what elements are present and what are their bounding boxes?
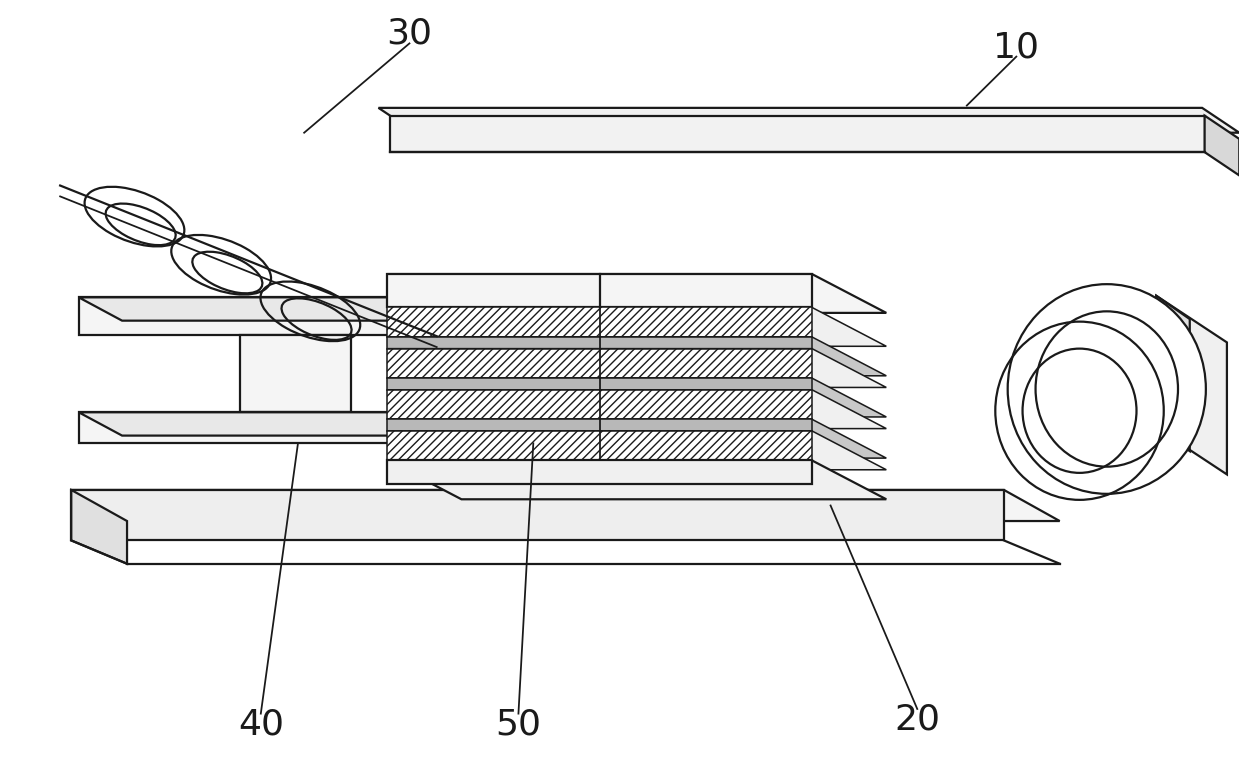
Polygon shape xyxy=(387,378,812,390)
Polygon shape xyxy=(387,274,812,307)
Polygon shape xyxy=(1204,116,1239,175)
Polygon shape xyxy=(387,307,812,337)
Polygon shape xyxy=(71,490,1004,541)
Polygon shape xyxy=(387,461,887,499)
Polygon shape xyxy=(71,490,126,564)
Polygon shape xyxy=(78,297,487,335)
Text: 50: 50 xyxy=(496,707,542,741)
Polygon shape xyxy=(387,431,887,470)
Polygon shape xyxy=(387,461,812,484)
Polygon shape xyxy=(78,412,487,443)
Polygon shape xyxy=(387,431,812,461)
Polygon shape xyxy=(71,490,1060,521)
Polygon shape xyxy=(387,349,887,387)
Ellipse shape xyxy=(1008,284,1205,494)
Text: 10: 10 xyxy=(993,30,1039,65)
Polygon shape xyxy=(378,108,1239,133)
Polygon shape xyxy=(387,390,887,429)
Polygon shape xyxy=(387,337,887,376)
Polygon shape xyxy=(387,307,887,346)
Polygon shape xyxy=(387,378,887,417)
Polygon shape xyxy=(389,116,1204,152)
Ellipse shape xyxy=(1035,311,1178,467)
Polygon shape xyxy=(78,412,531,436)
Polygon shape xyxy=(387,337,812,349)
Polygon shape xyxy=(78,297,531,321)
Text: 20: 20 xyxy=(894,702,940,736)
Text: 40: 40 xyxy=(238,707,284,741)
Polygon shape xyxy=(387,419,812,431)
Polygon shape xyxy=(387,419,887,458)
Polygon shape xyxy=(1157,296,1189,451)
Polygon shape xyxy=(387,274,887,313)
Polygon shape xyxy=(387,349,812,378)
Polygon shape xyxy=(239,335,351,412)
Polygon shape xyxy=(387,390,812,419)
Text: 30: 30 xyxy=(387,16,433,51)
Polygon shape xyxy=(1157,296,1226,475)
